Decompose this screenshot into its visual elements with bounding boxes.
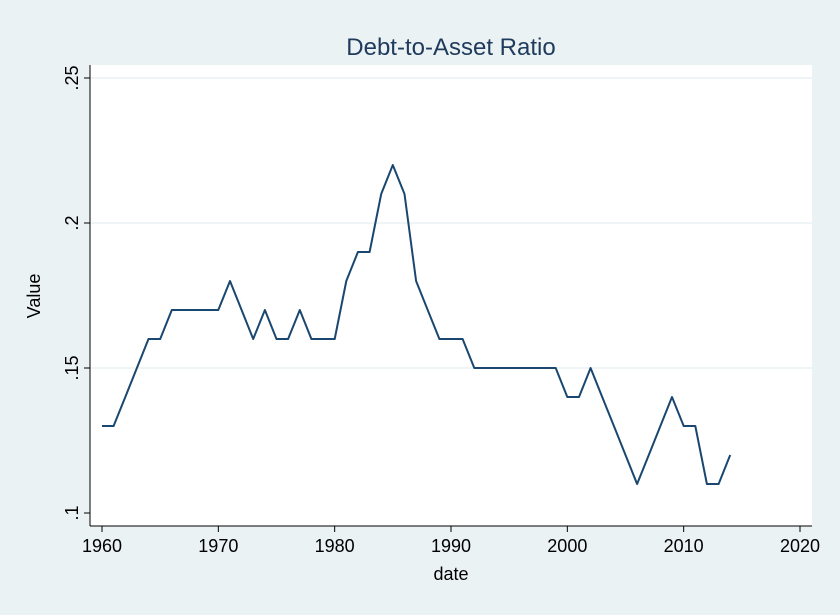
- x-tick-label: 2010: [664, 536, 704, 556]
- axes: .1 .15 .2 .25 1960 1970 1980 1990 2000 2010 2020: [62, 65, 820, 556]
- y-tick-label: .1: [62, 505, 82, 520]
- y-tick-label: .2: [62, 215, 82, 230]
- plot-area: [90, 65, 812, 526]
- series-group: [101, 164, 732, 485]
- x-tick-label: 2000: [547, 536, 587, 556]
- y-axis-label: Value: [24, 274, 44, 319]
- chart-title: Debt-to-Asset Ratio: [346, 34, 555, 61]
- x-axis-label: date: [433, 564, 468, 584]
- grid-lines: [90, 77, 812, 369]
- y-tick-label: .25: [62, 65, 82, 90]
- x-tick-label: 1970: [198, 536, 238, 556]
- x-tick-label: 2020: [780, 536, 820, 556]
- y-tick-label: .15: [62, 355, 82, 380]
- x-tick-label: 1980: [315, 536, 355, 556]
- x-tick-label: 1960: [82, 536, 122, 556]
- x-tick-label: 1990: [431, 536, 471, 556]
